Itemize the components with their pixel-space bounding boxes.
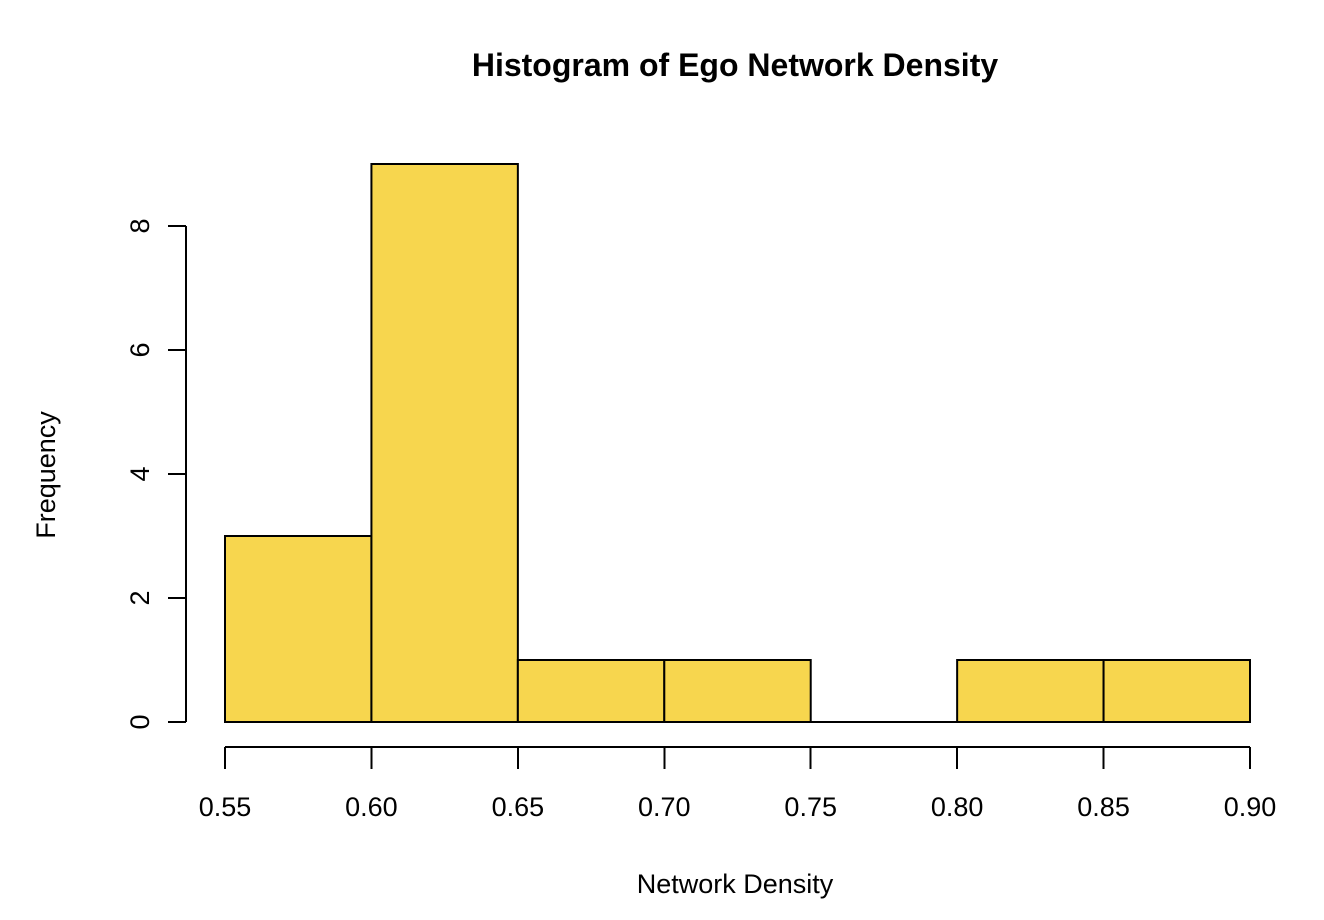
histogram-bar: [663, 659, 812, 723]
x-tick-label: 0.80: [931, 792, 984, 822]
histogram-bar: [370, 163, 519, 723]
histogram-bar: [224, 535, 373, 723]
y-tick-label: 8: [125, 218, 155, 233]
histogram-bars-group: [224, 163, 1251, 723]
x-tick-label: 0.70: [638, 792, 691, 822]
x-tick-label: 0.85: [1077, 792, 1130, 822]
histogram-bar: [956, 659, 1105, 723]
chart-title: Histogram of Ego Network Density: [472, 47, 999, 83]
x-tick-label: 0.55: [199, 792, 252, 822]
x-tick-label: 0.75: [784, 792, 837, 822]
x-tick-label: 0.90: [1224, 792, 1277, 822]
y-tick-label: 4: [125, 466, 155, 481]
x-axis-title: Network Density: [637, 869, 834, 899]
y-tick-label: 6: [125, 342, 155, 357]
y-tick-label: 0: [125, 714, 155, 729]
x-tick-label: 0.60: [345, 792, 398, 822]
axes-group: 0 2 4 6 8 0.55 0.60 0.65 0.70 0.75 0.80 0.85 0.90: [125, 218, 1276, 822]
y-tick-label: 2: [125, 590, 155, 605]
x-tick-label: 0.65: [492, 792, 545, 822]
histogram-bar: [1102, 659, 1251, 723]
histogram-bar: [516, 659, 666, 723]
y-axis-title: Frequency: [31, 411, 61, 539]
